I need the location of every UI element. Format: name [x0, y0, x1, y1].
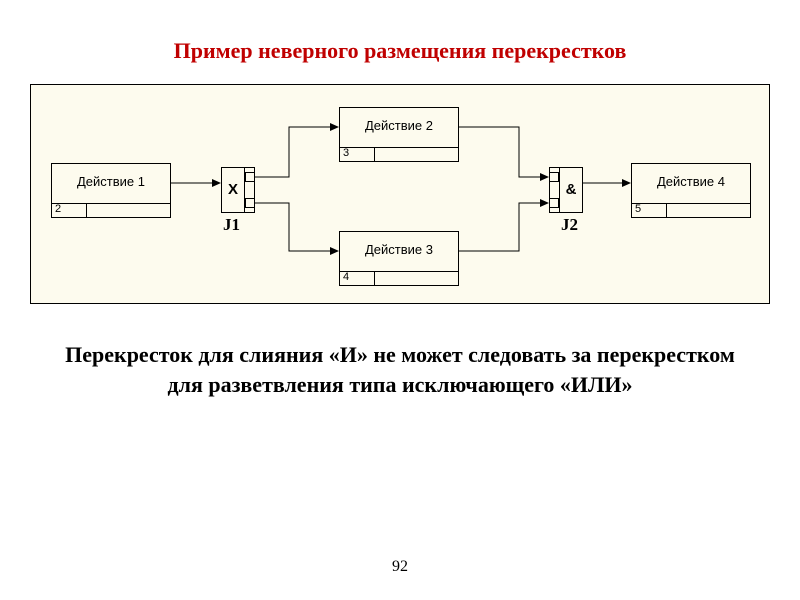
action-box-label: Действие 3	[340, 232, 458, 271]
footer-separator	[666, 204, 667, 217]
page-title: Пример неверного размещения перекрестков	[0, 0, 800, 84]
action-box-footer: 5	[632, 203, 750, 217]
junction-ports	[550, 168, 560, 212]
action-box-footer: 4	[340, 271, 458, 285]
junction-port	[549, 172, 559, 182]
junction-port	[245, 172, 255, 182]
action-box-footer: 2	[52, 203, 170, 217]
footer-separator	[374, 272, 375, 285]
action-box-number: 4	[343, 271, 349, 283]
junction-symbol: &	[560, 168, 582, 212]
action-box-footer: 3	[340, 147, 458, 161]
action-box-number: 2	[55, 203, 61, 215]
junction-j2: &	[549, 167, 583, 213]
action-box-1: Действие 1 2	[51, 163, 171, 218]
junction-symbol: X	[222, 168, 244, 212]
footer-separator	[86, 204, 87, 217]
junction-port	[549, 198, 559, 208]
junction-ports	[244, 168, 254, 212]
action-box-3: Действие 3 4	[339, 231, 459, 286]
description-text: Перекресток для слияния «И» не может сле…	[0, 304, 800, 399]
action-box-label: Действие 4	[632, 164, 750, 203]
action-box-2: Действие 2 3	[339, 107, 459, 162]
junction-j1: X	[221, 167, 255, 213]
page-number: 92	[0, 558, 800, 576]
junction-label-j2: J2	[561, 215, 578, 235]
junction-port	[245, 198, 255, 208]
junction-label-j1: J1	[223, 215, 240, 235]
action-box-4: Действие 4 5	[631, 163, 751, 218]
diagram-container: Действие 1 2 Действие 2 3 Действие 3 4 Д…	[30, 84, 770, 304]
action-box-number: 5	[635, 203, 641, 215]
action-box-label: Действие 1	[52, 164, 170, 203]
footer-separator	[374, 148, 375, 161]
action-box-label: Действие 2	[340, 108, 458, 147]
action-box-number: 3	[343, 147, 349, 159]
